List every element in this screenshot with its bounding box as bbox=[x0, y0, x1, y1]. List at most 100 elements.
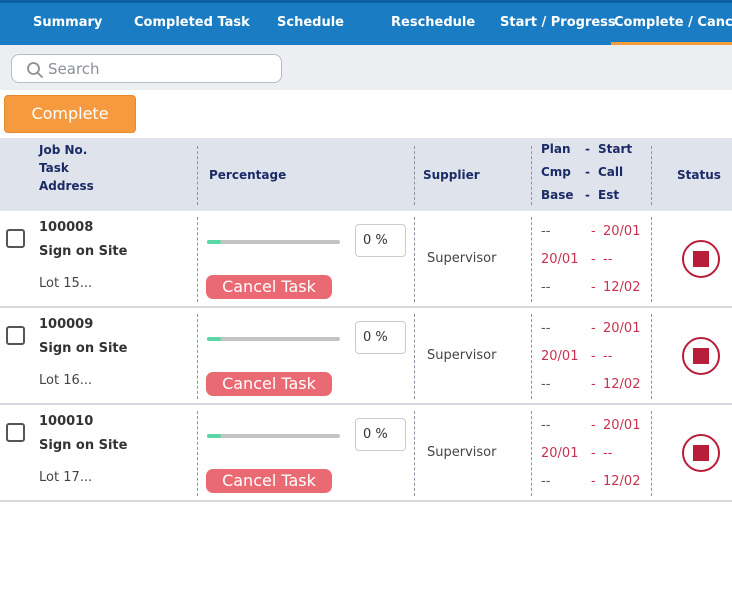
header-call: Call bbox=[598, 165, 624, 179]
percentage-input[interactable]: 0 % bbox=[355, 224, 406, 257]
search-icon bbox=[27, 62, 43, 78]
header-plan: Plan bbox=[541, 142, 571, 156]
start-date: 20/01 bbox=[603, 321, 641, 336]
header-address: Address bbox=[39, 179, 94, 193]
header-est: Est bbox=[598, 188, 620, 202]
base-date: -- bbox=[541, 474, 551, 489]
address: Lot 17... bbox=[39, 470, 93, 485]
base-date: -- bbox=[541, 280, 551, 295]
progress-fill bbox=[207, 240, 221, 244]
est-date: 12/02 bbox=[603, 474, 641, 489]
tab-start-progress[interactable]: Start / Progress bbox=[500, 15, 616, 30]
call-date: -- bbox=[603, 252, 613, 267]
search-input[interactable] bbox=[48, 58, 273, 80]
header-date-separators: - - - bbox=[585, 138, 590, 207]
header-task: Task bbox=[39, 161, 69, 175]
header-job-task-address: Job No. Task Address bbox=[39, 141, 94, 195]
header-separator: - bbox=[585, 188, 590, 202]
date-separator: - bbox=[591, 377, 596, 392]
supplier: Supervisor bbox=[427, 348, 497, 363]
header-cmp: Cmp bbox=[541, 165, 571, 179]
column-divider bbox=[651, 411, 652, 496]
percentage-input[interactable]: 0 % bbox=[355, 321, 406, 354]
job-number: 100008 bbox=[39, 220, 94, 235]
cmp-date: 20/01 bbox=[541, 446, 579, 461]
column-divider bbox=[651, 314, 652, 399]
column-divider bbox=[414, 411, 415, 496]
plan-date: -- bbox=[541, 418, 551, 433]
column-divider bbox=[531, 146, 532, 205]
table-row: 100010 Sign on Site Lot 17... 0 % Cancel… bbox=[0, 405, 732, 502]
header-start: Start bbox=[598, 142, 633, 156]
column-divider bbox=[531, 217, 532, 302]
search-bar bbox=[0, 45, 732, 90]
stop-status-icon[interactable] bbox=[682, 434, 720, 472]
column-divider bbox=[197, 411, 198, 496]
column-divider bbox=[651, 146, 652, 205]
header-percentage: Percentage bbox=[209, 168, 287, 182]
header-dates-right: Start Call Est bbox=[598, 138, 632, 207]
cancel-task-button[interactable]: Cancel Task bbox=[206, 469, 332, 493]
header-base: Base bbox=[541, 188, 574, 202]
call-date: -- bbox=[603, 349, 613, 364]
date-separator: - bbox=[591, 252, 596, 267]
est-date: 12/02 bbox=[603, 280, 641, 295]
start-date: 20/01 bbox=[603, 418, 641, 433]
stop-status-icon[interactable] bbox=[682, 240, 720, 278]
header-job-no: Job No. bbox=[39, 143, 88, 157]
table-row: 100009 Sign on Site Lot 16... 0 % Cancel… bbox=[0, 308, 732, 405]
job-number: 100009 bbox=[39, 317, 94, 332]
date-separator: - bbox=[591, 446, 596, 461]
cancel-task-button[interactable]: Cancel Task bbox=[206, 275, 332, 299]
column-divider bbox=[531, 411, 532, 496]
tab-summary[interactable]: Summary bbox=[33, 15, 103, 30]
task-name: Sign on Site bbox=[39, 341, 128, 356]
tab-reschedule[interactable]: Reschedule bbox=[391, 15, 476, 30]
tab-complete-cancel[interactable]: Complete / Cancel bbox=[611, 3, 732, 45]
row-checkbox[interactable] bbox=[6, 326, 25, 345]
header-dates-left: Plan Cmp Base bbox=[541, 138, 574, 207]
column-divider bbox=[414, 217, 415, 302]
plan-date: -- bbox=[541, 321, 551, 336]
job-number: 100010 bbox=[39, 414, 94, 429]
column-divider bbox=[197, 314, 198, 399]
progress-slider[interactable] bbox=[207, 434, 340, 438]
start-date: 20/01 bbox=[603, 224, 641, 239]
tab-completed-task[interactable]: Completed Task bbox=[134, 15, 250, 30]
tab-schedule[interactable]: Schedule bbox=[277, 15, 344, 30]
base-date: -- bbox=[541, 377, 551, 392]
task-name: Sign on Site bbox=[39, 438, 128, 453]
column-divider bbox=[197, 146, 198, 205]
cancel-task-button[interactable]: Cancel Task bbox=[206, 372, 332, 396]
tab-bar: Summary Completed Task Schedule Reschedu… bbox=[0, 0, 732, 45]
header-separator: - bbox=[585, 165, 590, 179]
date-separator: - bbox=[591, 280, 596, 295]
column-divider bbox=[531, 314, 532, 399]
header-supplier: Supplier bbox=[423, 168, 480, 182]
column-divider bbox=[414, 146, 415, 205]
cmp-date: 20/01 bbox=[541, 349, 579, 364]
row-checkbox[interactable] bbox=[6, 229, 25, 248]
est-date: 12/02 bbox=[603, 377, 641, 392]
header-status: Status bbox=[677, 168, 721, 182]
progress-slider[interactable] bbox=[207, 240, 340, 244]
column-divider bbox=[651, 217, 652, 302]
stop-status-icon[interactable] bbox=[682, 337, 720, 375]
call-date: -- bbox=[603, 446, 613, 461]
progress-fill bbox=[207, 337, 221, 341]
row-checkbox[interactable] bbox=[6, 423, 25, 442]
date-separator: - bbox=[591, 321, 596, 336]
column-divider bbox=[197, 217, 198, 302]
complete-button[interactable]: Complete bbox=[4, 95, 136, 133]
address: Lot 15... bbox=[39, 276, 93, 291]
progress-slider[interactable] bbox=[207, 337, 340, 341]
task-name: Sign on Site bbox=[39, 244, 128, 259]
column-divider bbox=[414, 314, 415, 399]
table-row: 100008 Sign on Site Lot 15... 0 % Cancel… bbox=[0, 211, 732, 308]
cmp-date: 20/01 bbox=[541, 252, 579, 267]
date-separator: - bbox=[591, 474, 596, 489]
supplier: Supervisor bbox=[427, 251, 497, 266]
percentage-input[interactable]: 0 % bbox=[355, 418, 406, 451]
address: Lot 16... bbox=[39, 373, 93, 388]
search-field[interactable] bbox=[11, 54, 282, 83]
